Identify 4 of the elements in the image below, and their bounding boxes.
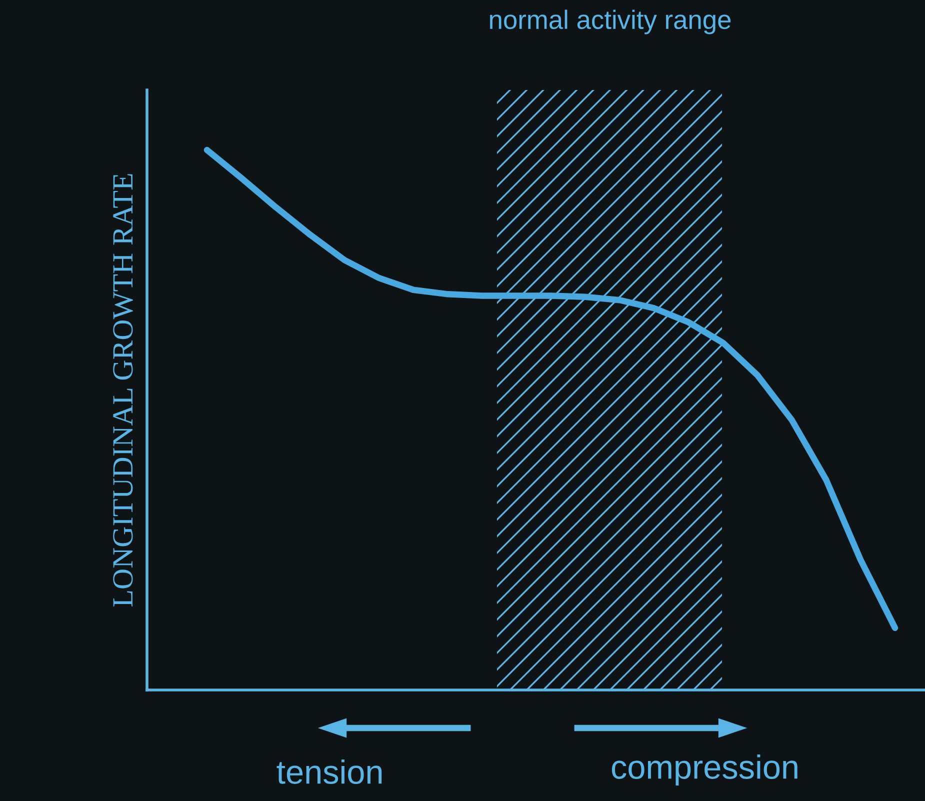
text: tension [276, 759, 382, 784]
text: normal activity range [490, 10, 731, 34]
y-axis-title: LONGITUDINAL GROWTH RATE [113, 174, 133, 607]
text: compression [612, 754, 798, 786]
